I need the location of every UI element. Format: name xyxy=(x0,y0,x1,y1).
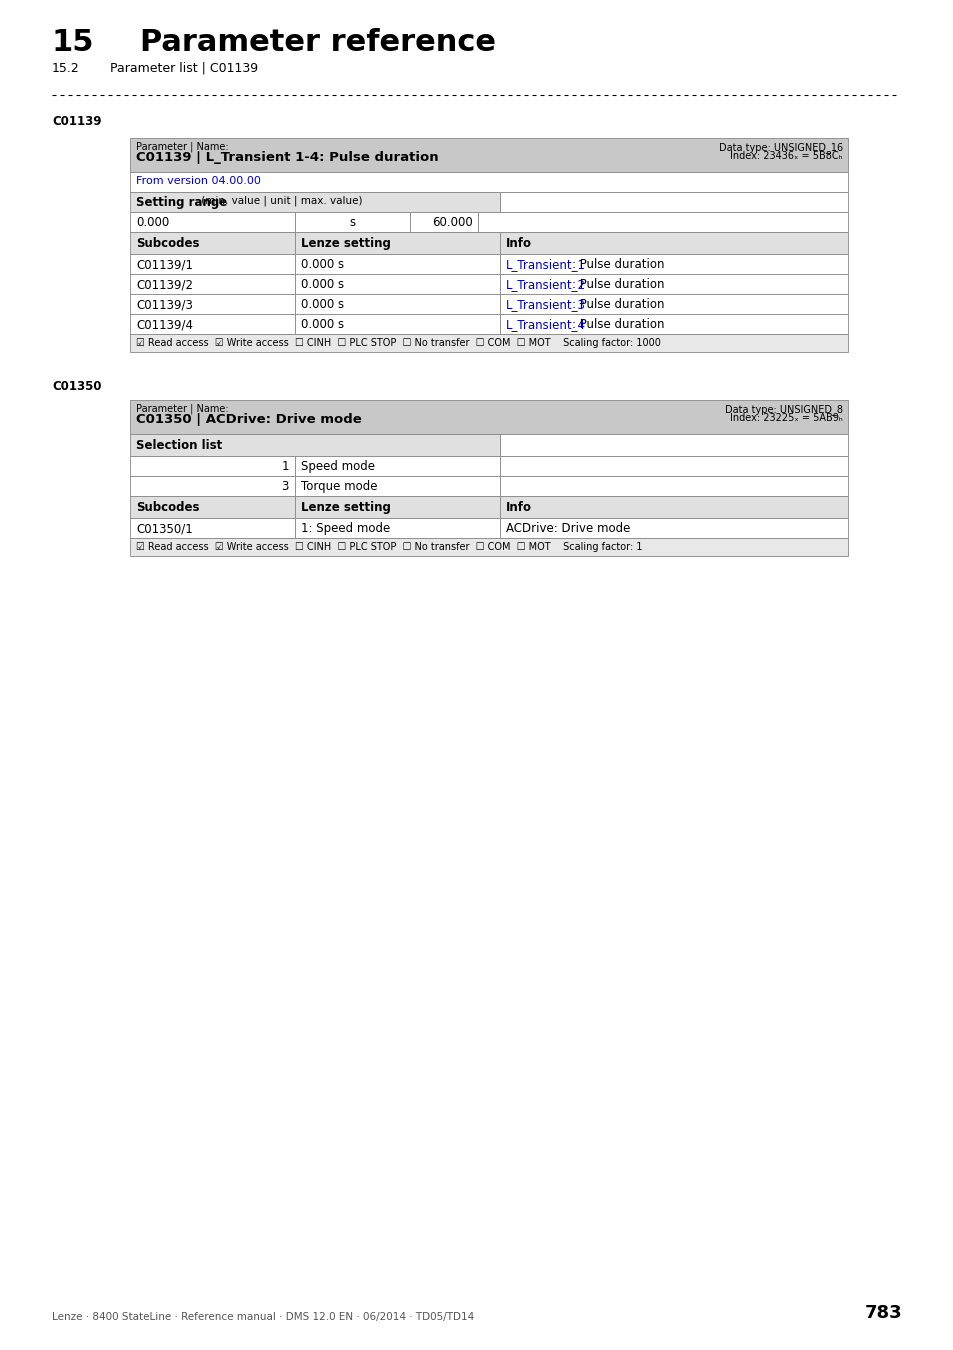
Bar xyxy=(499,315,847,333)
Bar xyxy=(130,456,294,477)
Text: Subcodes: Subcodes xyxy=(136,238,199,250)
Text: Data type: UNSIGNED_16: Data type: UNSIGNED_16 xyxy=(719,142,842,153)
Text: Parameter list | C01139: Parameter list | C01139 xyxy=(110,62,258,76)
Bar xyxy=(130,138,847,171)
Bar xyxy=(294,315,499,333)
Text: : Pulse duration: : Pulse duration xyxy=(571,278,663,292)
Text: From version 04.00.00: From version 04.00.00 xyxy=(136,176,260,186)
Text: : Pulse duration: : Pulse duration xyxy=(571,319,663,331)
Bar xyxy=(499,477,847,495)
Bar xyxy=(130,212,294,232)
Text: C01350/1: C01350/1 xyxy=(136,522,193,535)
Text: Parameter | Name:: Parameter | Name: xyxy=(136,404,229,414)
Text: Selection list: Selection list xyxy=(136,439,222,452)
Text: C01350 | ACDrive: Drive mode: C01350 | ACDrive: Drive mode xyxy=(136,413,361,427)
Text: (min. value | unit | max. value): (min. value | unit | max. value) xyxy=(198,196,362,207)
Text: 0.000 s: 0.000 s xyxy=(301,278,344,292)
Bar xyxy=(130,495,294,518)
Bar xyxy=(499,274,847,294)
Text: Info: Info xyxy=(505,238,532,250)
Bar xyxy=(130,315,294,333)
Bar xyxy=(130,232,294,254)
Text: 0.000 s: 0.000 s xyxy=(301,319,344,331)
Bar xyxy=(477,212,847,232)
Bar xyxy=(499,456,847,477)
Text: C01139/3: C01139/3 xyxy=(136,298,193,311)
Text: Index: 23436ₓ = 5B8Cₕ: Index: 23436ₓ = 5B8Cₕ xyxy=(730,151,842,161)
Bar xyxy=(130,518,294,539)
Text: L_Transient_4: L_Transient_4 xyxy=(505,319,585,331)
Text: L_Transient_3: L_Transient_3 xyxy=(505,298,585,311)
Text: : Pulse duration: : Pulse duration xyxy=(571,258,663,271)
Text: 0.000 s: 0.000 s xyxy=(301,298,344,311)
Text: C01139/1: C01139/1 xyxy=(136,258,193,271)
Bar xyxy=(499,294,847,315)
Text: C01139/4: C01139/4 xyxy=(136,319,193,331)
Bar xyxy=(130,333,847,352)
Text: 0.000: 0.000 xyxy=(136,216,169,230)
Text: Lenze setting: Lenze setting xyxy=(301,501,391,514)
Bar xyxy=(499,192,847,212)
Bar xyxy=(130,254,294,274)
Bar xyxy=(130,477,294,495)
Bar xyxy=(294,495,499,518)
Bar xyxy=(130,400,847,433)
Bar xyxy=(294,477,499,495)
Text: Data type: UNSIGNED_8: Data type: UNSIGNED_8 xyxy=(724,404,842,414)
Bar xyxy=(294,212,410,232)
Text: ACDrive: Drive mode: ACDrive: Drive mode xyxy=(505,522,630,535)
Text: C01139 | L_Transient 1-4: Pulse duration: C01139 | L_Transient 1-4: Pulse duration xyxy=(136,151,438,163)
Text: 0.000 s: 0.000 s xyxy=(301,258,344,271)
Text: Speed mode: Speed mode xyxy=(301,460,375,472)
Text: Lenze setting: Lenze setting xyxy=(301,238,391,250)
Text: 783: 783 xyxy=(863,1304,901,1322)
Text: Parameter reference: Parameter reference xyxy=(140,28,496,57)
Text: C01350: C01350 xyxy=(52,379,101,393)
Text: : Pulse duration: : Pulse duration xyxy=(571,298,663,311)
Bar xyxy=(294,294,499,315)
Bar xyxy=(130,294,294,315)
Text: Subcodes: Subcodes xyxy=(136,501,199,514)
Text: C01139/2: C01139/2 xyxy=(136,278,193,292)
Bar xyxy=(294,518,499,539)
Text: Torque mode: Torque mode xyxy=(301,481,377,493)
Text: 15.2: 15.2 xyxy=(52,62,80,76)
Bar xyxy=(499,232,847,254)
Text: Lenze · 8400 StateLine · Reference manual · DMS 12.0 EN · 06/2014 · TD05/TD14: Lenze · 8400 StateLine · Reference manua… xyxy=(52,1312,474,1322)
Bar xyxy=(130,274,294,294)
Bar xyxy=(499,518,847,539)
Text: L_Transient_2: L_Transient_2 xyxy=(505,278,585,292)
Bar xyxy=(294,274,499,294)
Text: 1: Speed mode: 1: Speed mode xyxy=(301,522,390,535)
Text: 1: 1 xyxy=(281,460,289,472)
Text: Info: Info xyxy=(505,501,532,514)
Bar xyxy=(294,232,499,254)
Text: ☑ Read access  ☑ Write access  ☐ CINH  ☐ PLC STOP  ☐ No transfer  ☐ COM  ☐ MOT  : ☑ Read access ☑ Write access ☐ CINH ☐ PL… xyxy=(136,541,641,552)
Bar xyxy=(499,433,847,456)
Text: 3: 3 xyxy=(281,481,289,493)
Text: 15: 15 xyxy=(52,28,94,57)
Bar xyxy=(130,433,499,456)
Bar xyxy=(130,192,499,212)
Bar xyxy=(130,539,847,556)
Bar xyxy=(410,212,477,232)
Text: C01139: C01139 xyxy=(52,115,101,128)
Text: Setting range: Setting range xyxy=(136,196,227,209)
Text: Parameter | Name:: Parameter | Name: xyxy=(136,142,229,153)
Bar xyxy=(294,254,499,274)
Text: Index: 23225ₓ = 5AB9ₕ: Index: 23225ₓ = 5AB9ₕ xyxy=(729,413,842,423)
Text: ☑ Read access  ☑ Write access  ☐ CINH  ☐ PLC STOP  ☐ No transfer  ☐ COM  ☐ MOT  : ☑ Read access ☑ Write access ☐ CINH ☐ PL… xyxy=(136,338,660,348)
Bar xyxy=(499,495,847,518)
Text: 60.000: 60.000 xyxy=(432,216,473,230)
Text: L_Transient_1: L_Transient_1 xyxy=(505,258,585,271)
Bar xyxy=(130,171,847,192)
Bar xyxy=(294,456,499,477)
Bar xyxy=(499,254,847,274)
Text: s: s xyxy=(349,216,355,230)
